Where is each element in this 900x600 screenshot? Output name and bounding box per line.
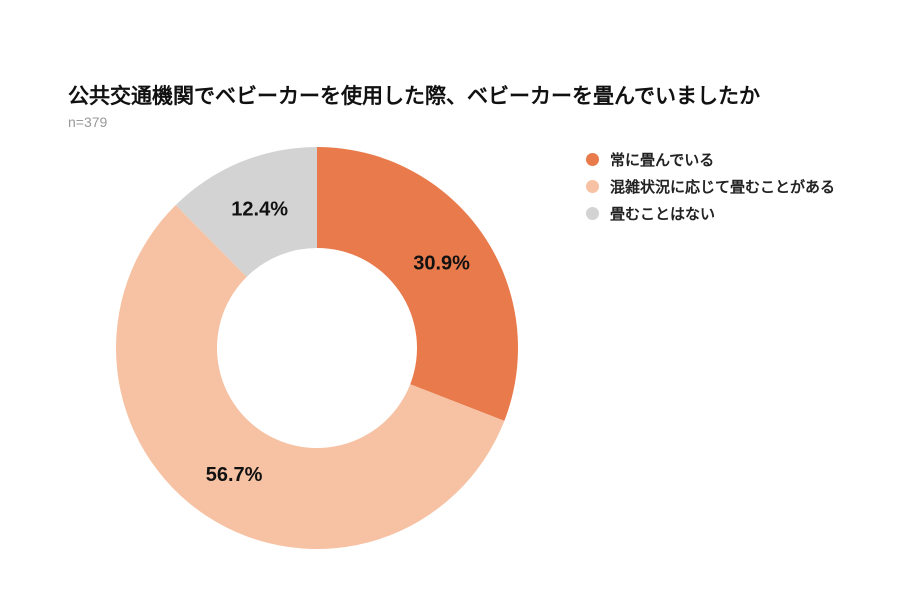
donut-slice [317, 147, 518, 421]
legend-label: 混雑状況に応じて畳むことがある [610, 179, 836, 196]
legend-item: 畳むことはない [586, 200, 835, 227]
legend: 常に畳んでいる混雑状況に応じて畳むことがある 畳むことはない [586, 146, 835, 227]
data-label: 12.4% [231, 198, 288, 220]
donut-slice [115, 204, 505, 550]
chart-title: 公共交通機関でベビーカーを使用した際、ベビーカーを畳んでいましたか [68, 85, 760, 108]
legend-swatch [586, 180, 599, 193]
chart-subtitle: n=379 [68, 114, 108, 130]
legend-label: 常に畳んでいる [610, 152, 715, 169]
legend-item: 混雑状況に応じて畳むことがある [586, 173, 835, 200]
legend-item: 常に畳んでいる [586, 146, 835, 173]
data-label: 30.9% [413, 253, 470, 275]
legend-swatch [586, 153, 599, 166]
donut-slice [175, 147, 317, 277]
legend-label: 畳むことはない [610, 206, 716, 223]
data-label: 56.7% [206, 464, 263, 486]
legend-swatch [586, 207, 599, 220]
